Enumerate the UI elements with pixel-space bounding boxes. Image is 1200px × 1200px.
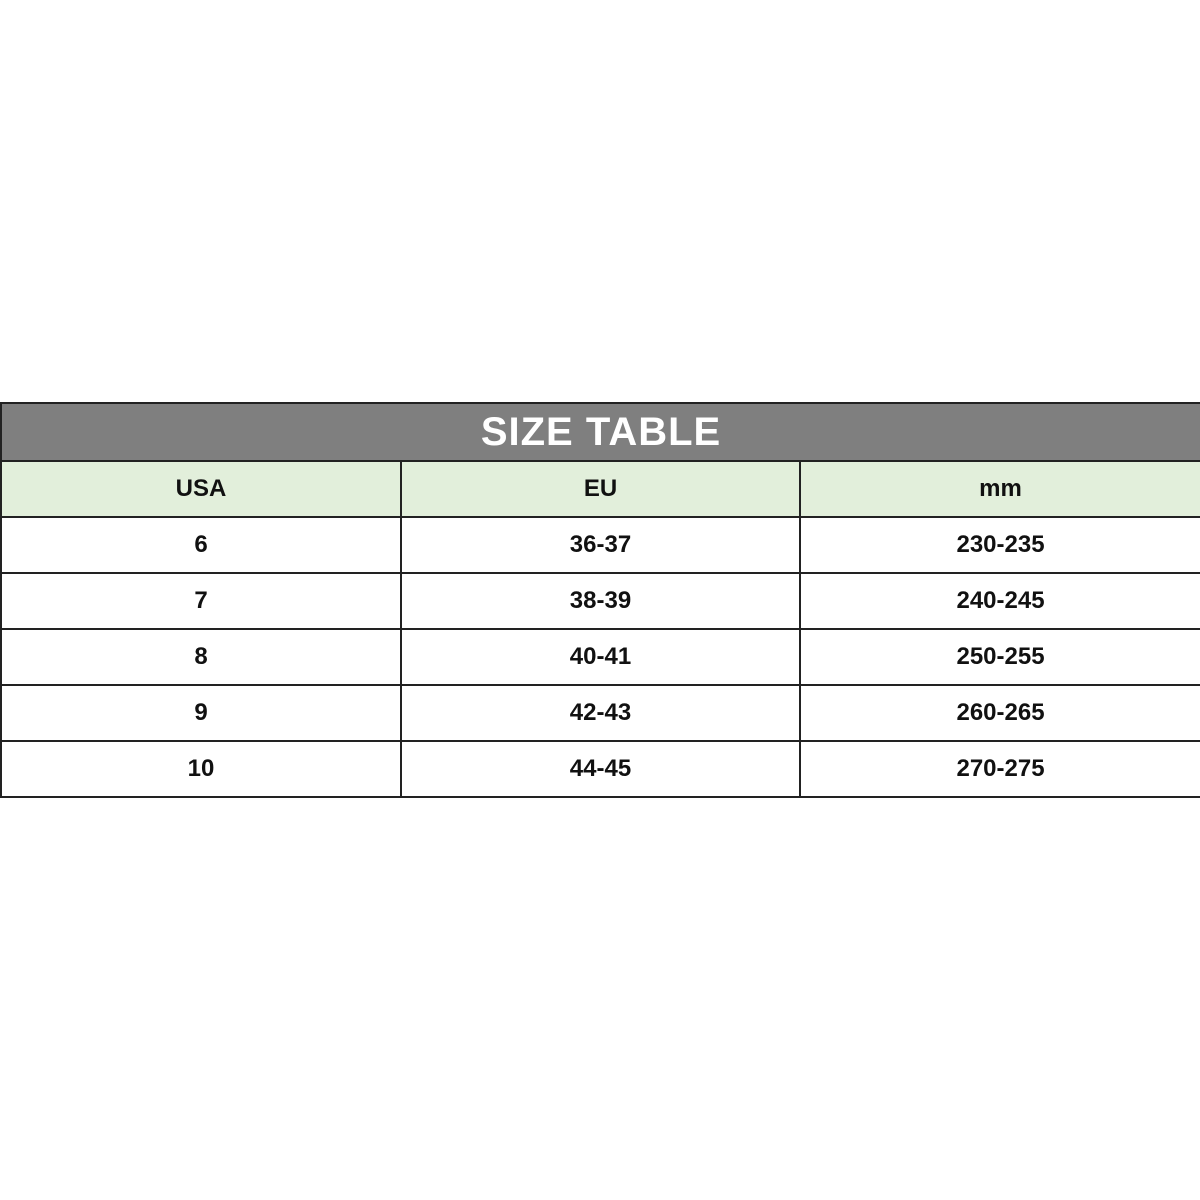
table-row: 7 38-39 240-245 [0, 572, 1200, 630]
cell-usa: 9 [0, 684, 402, 742]
table-row: 8 40-41 250-255 [0, 628, 1200, 686]
cell-mm: 240-245 [798, 572, 1200, 630]
cell-usa: 7 [0, 572, 402, 630]
cell-mm: 270-275 [798, 740, 1200, 798]
cell-mm: 260-265 [798, 684, 1200, 742]
cell-eu: 36-37 [400, 516, 801, 574]
cell-mm: 230-235 [798, 516, 1200, 574]
cell-usa: 6 [0, 516, 402, 574]
size-table: SIZE TABLE USA EU mm 6 36-37 230-235 7 3… [0, 402, 1200, 798]
cell-eu: 38-39 [400, 572, 801, 630]
cell-mm: 250-255 [798, 628, 1200, 686]
header-row: USA EU mm [0, 460, 1200, 518]
column-header-mm: mm [798, 460, 1200, 518]
table-row: 6 36-37 230-235 [0, 516, 1200, 574]
cell-usa: 8 [0, 628, 402, 686]
table-row: 9 42-43 260-265 [0, 684, 1200, 742]
cell-eu: 44-45 [400, 740, 801, 798]
cell-usa: 10 [0, 740, 402, 798]
table-title: SIZE TABLE [0, 402, 1200, 462]
table-row: 10 44-45 270-275 [0, 740, 1200, 798]
column-header-eu: EU [400, 460, 801, 518]
cell-eu: 42-43 [400, 684, 801, 742]
cell-eu: 40-41 [400, 628, 801, 686]
column-header-usa: USA [0, 460, 402, 518]
